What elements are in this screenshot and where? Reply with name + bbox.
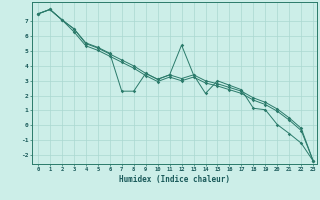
X-axis label: Humidex (Indice chaleur): Humidex (Indice chaleur) (119, 175, 230, 184)
